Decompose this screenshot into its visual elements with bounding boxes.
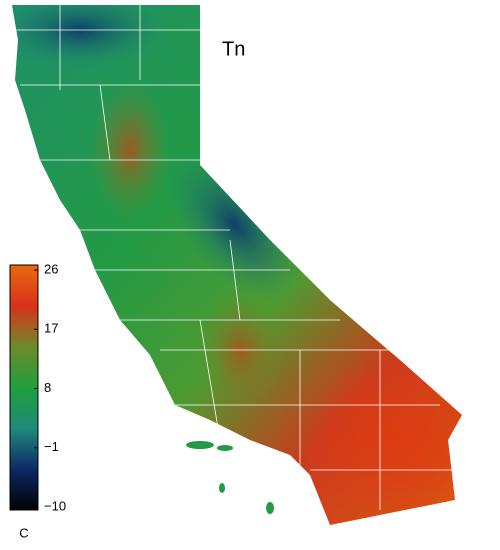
colorbar-tick-label: 26 xyxy=(44,261,58,276)
colorbar-tick-label: 17 xyxy=(44,321,58,336)
colorbar xyxy=(9,264,39,511)
colorbar-tick-label: −1 xyxy=(44,439,59,454)
islands xyxy=(186,441,274,514)
colorbar-tick-label: 8 xyxy=(44,380,51,395)
colorbar-tick-label: −10 xyxy=(44,498,66,513)
map-title: Tn xyxy=(222,38,245,60)
colorbar-unit: C xyxy=(19,525,28,540)
county-borders xyxy=(12,5,455,520)
